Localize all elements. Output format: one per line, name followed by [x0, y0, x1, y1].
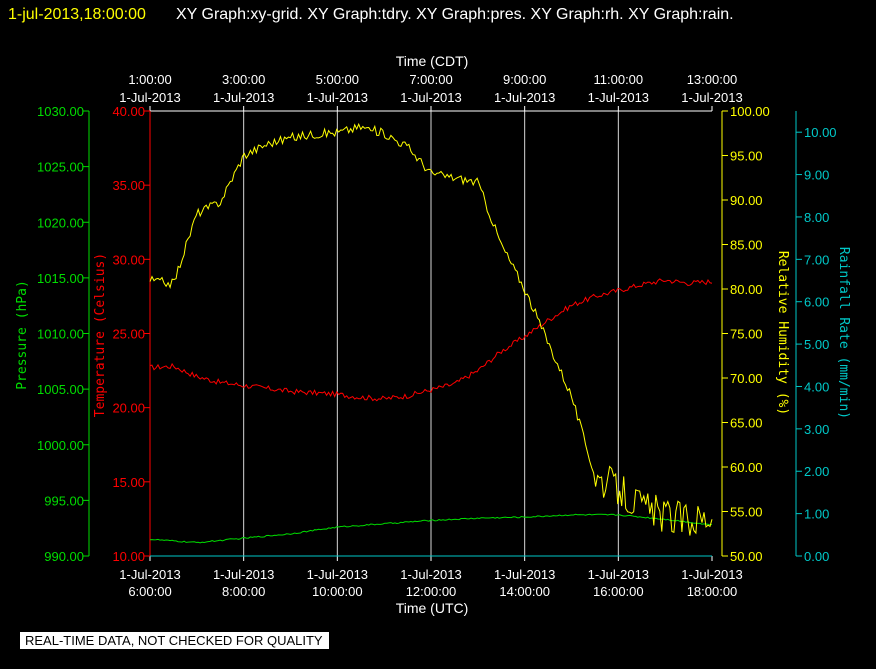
top-tick-label-date: 1-Jul-2013 — [307, 90, 368, 105]
pressure-tick-label: 1020.00 — [37, 215, 84, 230]
rainfall-tick-label: 1.00 — [804, 507, 829, 522]
x-tick-label-date: 1-Jul-2013 — [588, 567, 649, 582]
x-tick-label-time: 16:00:00 — [593, 584, 644, 599]
humidity-series-line — [149, 122, 713, 536]
x-tick-label-time: 18:00:00 — [687, 584, 738, 599]
top-tick-label-time: 13:00:00 — [687, 72, 738, 87]
header-timestamp: 1-jul-2013,18:00:00 — [8, 6, 146, 23]
temperature-tick-label: 25.00 — [112, 327, 145, 342]
temperature-tick-label: 15.00 — [112, 475, 145, 490]
rainfall-tick-label: 9.00 — [804, 168, 829, 183]
pressure-axis-title: Pressure (hPa) — [15, 280, 30, 390]
pressure-tick-label: 1030.00 — [37, 104, 84, 119]
humidity-tick-label: 90.00 — [730, 193, 763, 208]
header-title: XY Graph:xy-grid. XY Graph:tdry. XY Grap… — [176, 6, 734, 23]
humidity-tick-label: 70.00 — [730, 371, 763, 386]
pressure-tick-label: 990.00 — [44, 549, 84, 564]
top-tick-label-time: 3:00:00 — [222, 72, 265, 87]
bottom-axis-title: Time (UTC) — [396, 600, 469, 616]
x-tick-label-date: 1-Jul-2013 — [307, 567, 368, 582]
x-tick-label-time: 12:00:00 — [406, 584, 457, 599]
top-tick-label-date: 1-Jul-2013 — [588, 90, 649, 105]
temperature-tick-label: 35.00 — [112, 178, 145, 193]
top-axis-title: Time (CDT) — [396, 53, 469, 69]
rainfall-axis-title: Rainfall Rate (mm/min) — [836, 247, 851, 419]
pressure-tick-label: 1010.00 — [37, 327, 84, 342]
top-tick-label-time: 5:00:00 — [316, 72, 359, 87]
top-tick-label-date: 1-Jul-2013 — [400, 90, 461, 105]
x-tick-label-date: 1-Jul-2013 — [119, 567, 180, 582]
humidity-tick-label: 100.00 — [730, 104, 770, 119]
x-tick-label-date: 1-Jul-2013 — [681, 567, 742, 582]
temperature-axis-title: Temperature (Celsius) — [93, 253, 108, 417]
pressure-series-line — [149, 513, 713, 544]
humidity-axis-title: Relative Humidity (%) — [775, 251, 790, 415]
x-tick-label-time: 6:00:00 — [128, 584, 171, 599]
humidity-tick-label: 60.00 — [730, 460, 763, 475]
x-tick-label-date: 1-Jul-2013 — [213, 567, 274, 582]
humidity-tick-label: 85.00 — [730, 238, 763, 253]
top-tick-label-date: 1-Jul-2013 — [494, 90, 555, 105]
x-tick-label-time: 8:00:00 — [222, 584, 265, 599]
x-tick-label-date: 1-Jul-2013 — [494, 567, 555, 582]
pressure-tick-label: 1015.00 — [37, 271, 84, 286]
rainfall-tick-label: 3.00 — [804, 422, 829, 437]
rainfall-tick-label: 2.00 — [804, 464, 829, 479]
temperature-tick-label: 30.00 — [112, 252, 145, 267]
top-tick-label-date: 1-Jul-2013 — [681, 90, 742, 105]
rainfall-tick-label: 6.00 — [804, 295, 829, 310]
x-tick-label-time: 14:00:00 — [499, 584, 550, 599]
rainfall-tick-label: 4.00 — [804, 379, 829, 394]
temperature-tick-label: 10.00 — [112, 549, 145, 564]
humidity-tick-label: 50.00 — [730, 549, 763, 564]
top-tick-label-time: 1:00:00 — [128, 72, 171, 87]
rainfall-tick-label: 7.00 — [804, 252, 829, 267]
humidity-tick-label: 95.00 — [730, 149, 763, 164]
temperature-series-line — [149, 278, 713, 402]
pressure-tick-label: 995.00 — [44, 493, 84, 508]
top-tick-label-time: 7:00:00 — [409, 72, 452, 87]
quality-disclaimer: REAL-TIME DATA, NOT CHECKED FOR QUALITY — [20, 632, 329, 649]
top-tick-label-date: 1-Jul-2013 — [213, 90, 274, 105]
pressure-tick-label: 1000.00 — [37, 438, 84, 453]
rainfall-tick-label: 0.00 — [804, 549, 829, 564]
temperature-tick-label: 20.00 — [112, 401, 145, 416]
rainfall-tick-label: 5.00 — [804, 337, 829, 352]
pressure-tick-label: 1025.00 — [37, 160, 84, 175]
pressure-tick-label: 1005.00 — [37, 382, 84, 397]
top-tick-label-time: 9:00:00 — [503, 72, 546, 87]
x-tick-label-date: 1-Jul-2013 — [400, 567, 461, 582]
humidity-tick-label: 55.00 — [730, 505, 763, 520]
humidity-tick-label: 80.00 — [730, 282, 763, 297]
x-tick-label-time: 10:00:00 — [312, 584, 363, 599]
top-tick-label-time: 11:00:00 — [594, 72, 644, 87]
rainfall-tick-label: 8.00 — [804, 210, 829, 225]
rainfall-tick-label: 10.00 — [804, 125, 837, 140]
top-tick-label-date: 1-Jul-2013 — [119, 90, 180, 105]
humidity-tick-label: 75.00 — [730, 327, 763, 342]
humidity-tick-label: 65.00 — [730, 416, 763, 431]
temperature-tick-label: 40.00 — [112, 104, 145, 119]
